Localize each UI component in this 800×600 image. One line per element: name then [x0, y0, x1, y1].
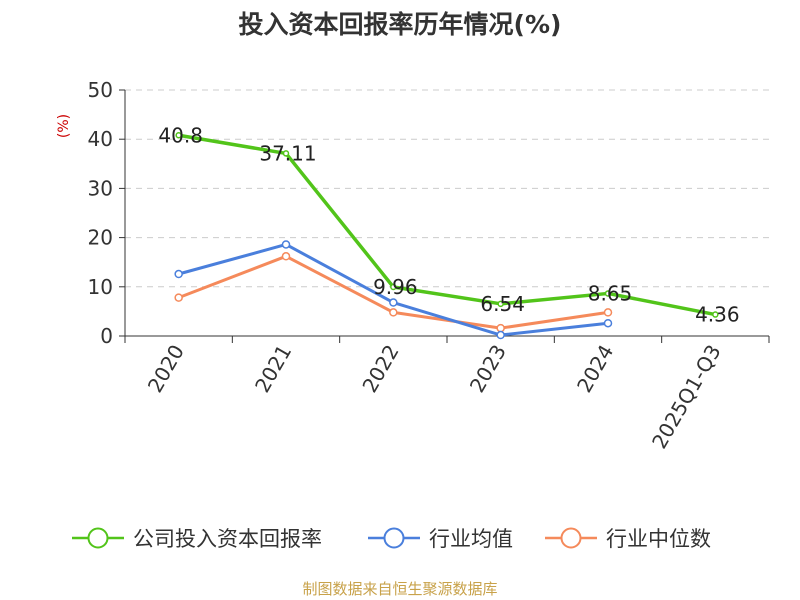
data-point: [604, 290, 612, 297]
data-label: 37.11: [259, 141, 316, 165]
grid-lines: [125, 89, 769, 288]
data-point: [496, 323, 505, 333]
data-label: 8.65: [588, 281, 633, 305]
data-point: [282, 150, 290, 157]
legend-label: 行业中位数: [606, 527, 711, 551]
y-tick-label: 40: [88, 127, 113, 151]
data-label: 6.54: [480, 292, 525, 316]
y-axis-label: (%): [56, 114, 72, 138]
y-tick-label: 10: [88, 275, 113, 299]
data-labels: 40.8 37.11 9.96 6.54 8.65 4.36: [158, 123, 739, 326]
data-point: [390, 283, 397, 291]
data-label: 4.36: [695, 303, 740, 327]
data-point: [497, 300, 504, 308]
legend: 公司投入资本回报率 行业均值 行业中位数: [72, 527, 711, 551]
legend-item[interactable]: 行业均值: [368, 527, 513, 551]
x-tick-label: 2020: [143, 341, 189, 397]
legend-item[interactable]: 公司投入资本回报率: [72, 527, 322, 551]
data-point: [712, 311, 719, 318]
source-note: 制图数据来自恒生聚源数据库: [302, 580, 497, 598]
legend-swatch-marker: [560, 527, 582, 549]
data-point: [389, 308, 398, 317]
series-lines: [174, 132, 719, 340]
data-point: [174, 269, 183, 279]
data-point: [174, 293, 183, 302]
chart-title: 投入资本回报率历年情况(%): [239, 10, 562, 39]
series-line: [178, 133, 716, 317]
data-point: [603, 318, 613, 328]
x-tick-label: 2024: [572, 341, 618, 397]
data-point: [389, 298, 398, 307]
x-tick-label: 2023: [465, 340, 511, 396]
data-label: 40.8: [158, 123, 203, 147]
x-tick-label: 2025Q1-Q3: [647, 341, 726, 453]
legend-swatch-marker: [383, 527, 405, 549]
y-tick-label: 30: [88, 176, 113, 200]
legend-label: 行业均值: [429, 527, 513, 551]
data-point: [175, 132, 182, 139]
y-tick-label: 50: [88, 78, 113, 102]
data-point: [281, 252, 291, 261]
legend-item[interactable]: 行业中位数: [545, 527, 711, 551]
legend-swatch-marker: [87, 527, 109, 549]
data-point: [603, 308, 613, 317]
data-label: 9.96: [373, 275, 418, 299]
data-point: [496, 330, 505, 340]
y-tick-label: 0: [100, 324, 113, 348]
x-tick-label: 2022: [357, 341, 403, 397]
x-tick-label: 2021: [250, 341, 296, 397]
y-tick-label: 20: [88, 226, 113, 250]
data-point: [281, 240, 291, 249]
legend-label: 公司投入资本回报率: [133, 527, 322, 551]
